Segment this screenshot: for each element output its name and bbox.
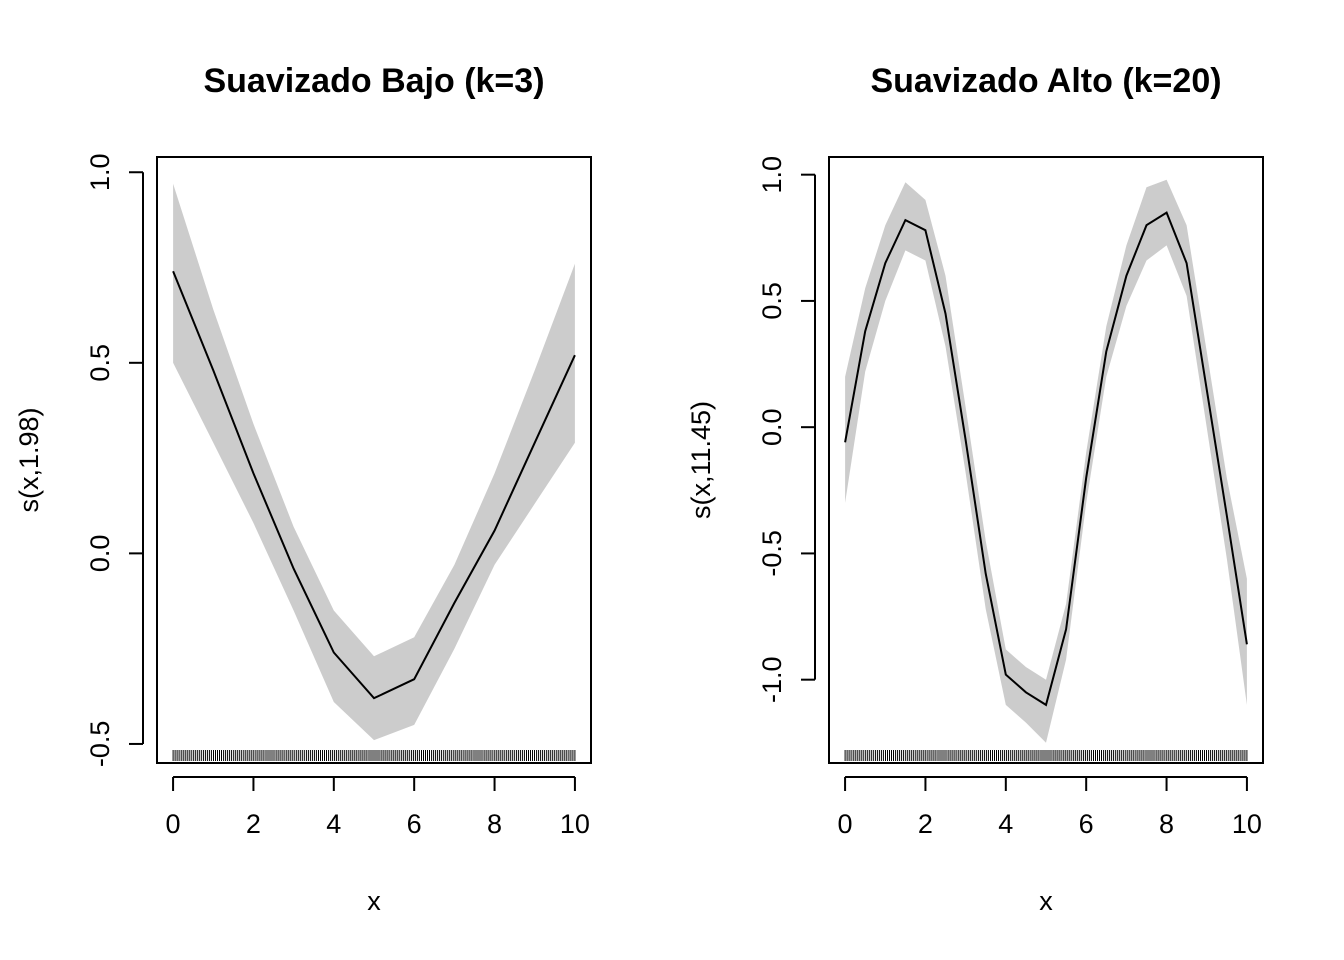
rug [844,750,1248,761]
y-tick-label: 0.5 [85,344,115,382]
x-tick-label: 2 [246,809,261,839]
rug [172,750,576,761]
x-tick-label: 4 [326,809,341,839]
panel-low-smoothing: Suavizado Bajo (k=3) x s(x,1.98) 0 2 4 6 8 10… [14,62,592,916]
smooth-fit-line [172,270,576,700]
smooth-fit-line [844,211,1248,707]
y-tick-label: -0.5 [757,530,787,577]
x-tick-label: 6 [407,809,422,839]
plot-frame [156,156,592,764]
y-tick-label: 1.0 [85,153,115,191]
x-axis-label: x [367,886,381,916]
y-axis-label: s(x,1.98) [14,407,44,512]
x-tick-label: 2 [918,809,933,839]
x-axis-label: x [1039,886,1053,916]
x-tick-label: 6 [1079,809,1094,839]
y-tick-label: -0.5 [85,721,115,768]
y-tick-label: 0.0 [757,408,787,446]
y-tick-label: -1.0 [757,656,787,703]
panel-high-smoothing: Suavizado Alto (k=20) x s(x,11.45) 0 2 4 6 8… [686,62,1264,916]
x-tick-label: 8 [487,809,502,839]
confidence-band [173,183,575,741]
y-tick-label: 0.5 [757,282,787,320]
chart-title: Suavizado Alto (k=20) [870,62,1221,100]
x-tick-label: 0 [166,809,181,839]
confidence-band [845,179,1247,743]
x-tick-label: 10 [560,809,590,839]
plot-frame [828,156,1264,764]
y-tick-label: 1.0 [757,156,787,194]
y-tick-label: 0.0 [85,535,115,573]
x-tick-label: 0 [838,809,853,839]
y-axis-label: s(x,11.45) [686,401,716,519]
x-tick-label: 8 [1159,809,1174,839]
x-tick-label: 4 [998,809,1013,839]
x-tick-label: 10 [1232,809,1262,839]
chart-title: Suavizado Bajo (k=3) [203,62,544,100]
